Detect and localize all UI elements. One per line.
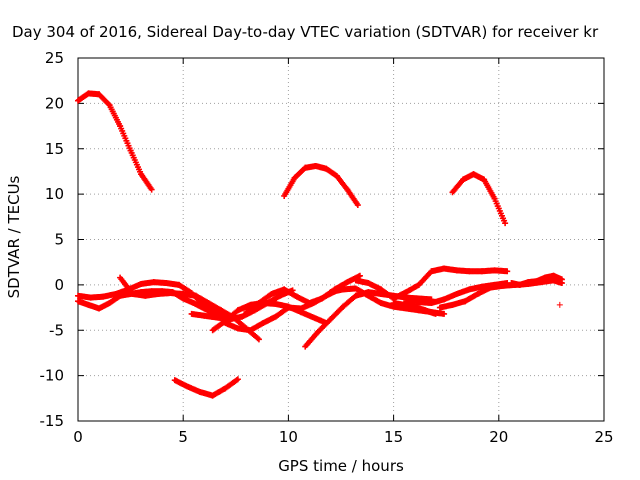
x-tick-label: 0 — [73, 428, 83, 446]
data-point — [504, 268, 511, 275]
data-point — [148, 186, 155, 193]
series-arc-5 — [75, 279, 233, 319]
series-outlier — [556, 301, 563, 308]
grid — [78, 58, 604, 421]
data-point — [255, 336, 262, 343]
y-tick-label: 25 — [45, 49, 64, 67]
series-arc-14 — [352, 265, 511, 302]
x-tick-label: 5 — [178, 428, 188, 446]
data-point — [234, 376, 241, 383]
data-point — [105, 101, 112, 108]
series-arc-18 — [390, 300, 439, 317]
x-tick-label: 25 — [594, 428, 613, 446]
data-point — [502, 220, 509, 227]
y-tick-label: 5 — [54, 231, 64, 249]
y-tick-label: 15 — [45, 140, 64, 158]
data-point — [432, 310, 439, 317]
plot-data — [75, 90, 565, 399]
data-point — [356, 272, 363, 279]
series-arc-16 — [436, 277, 565, 311]
series-arc-3 — [449, 171, 509, 227]
chart-title: Day 304 of 2016, Sidereal Day-to-day VTE… — [12, 23, 599, 41]
y-tick-label: -10 — [40, 367, 65, 385]
y-tick-label: 0 — [54, 276, 64, 294]
series-arc-17 — [508, 272, 565, 288]
tick-labels: 0 5 10 15 20 25 -15 -10 -5 0 5 10 15 20 25 — [40, 49, 614, 446]
x-axis-label: GPS time / hours — [278, 457, 404, 475]
data-point — [354, 202, 361, 209]
data-point — [556, 301, 563, 308]
series-arc-1 — [75, 90, 155, 193]
y-axis-label: SDTVAR / TECUs — [5, 175, 23, 298]
x-tick-label: 15 — [384, 428, 403, 446]
data-point — [441, 310, 448, 317]
series-arc-2 — [281, 162, 361, 209]
x-tick-label: 10 — [279, 428, 298, 446]
y-tick-label: -5 — [49, 321, 64, 339]
x-tick-label: 20 — [489, 428, 508, 446]
series-arc-4 — [171, 376, 241, 399]
axes — [77, 57, 605, 422]
data-point — [558, 276, 565, 283]
y-tick-label: 20 — [45, 94, 64, 112]
y-tick-label: 10 — [45, 185, 64, 203]
y-tick-label: -15 — [40, 412, 65, 430]
